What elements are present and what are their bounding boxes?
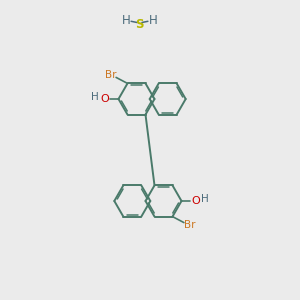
Text: O: O — [100, 94, 109, 104]
Text: H: H — [91, 92, 98, 102]
Text: H: H — [148, 14, 158, 28]
Text: Br: Br — [184, 220, 195, 230]
Text: H: H — [122, 14, 130, 28]
Text: H: H — [201, 194, 209, 204]
Text: O: O — [191, 196, 200, 206]
Text: S: S — [135, 17, 144, 31]
Text: Br: Br — [105, 70, 116, 80]
